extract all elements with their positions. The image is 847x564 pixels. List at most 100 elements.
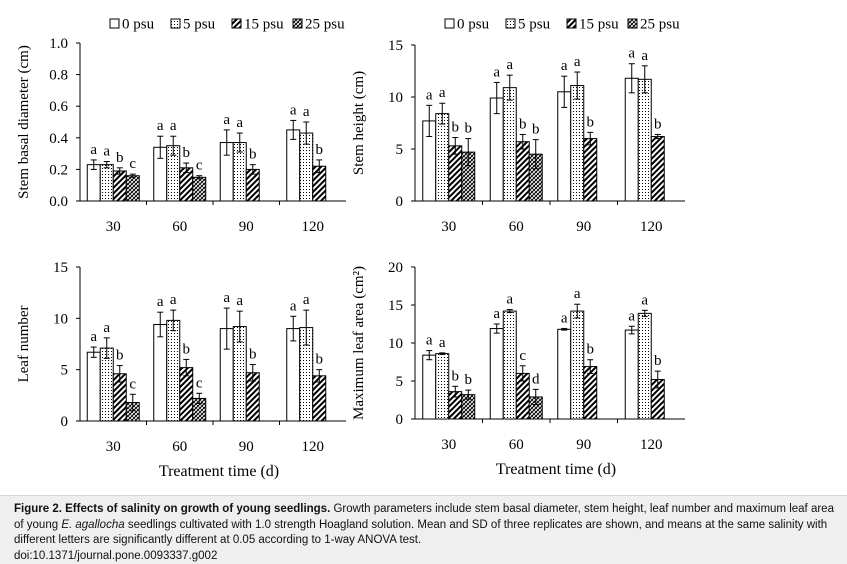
significance-letter: a <box>236 293 243 309</box>
y-tick-label: 5 <box>61 363 69 379</box>
significance-letter: d <box>532 371 540 387</box>
y-tick-label: 5 <box>396 374 404 390</box>
y-tick-label: 10 <box>388 90 403 106</box>
y-axis-title: Maximum leaf area (cm²) <box>351 266 367 420</box>
bar-0-psu-120 <box>625 78 638 201</box>
significance-letter: c <box>519 348 526 364</box>
x-tick-label: 120 <box>640 437 663 453</box>
bar-25-psu-30 <box>126 176 139 201</box>
significance-letter: b <box>465 121 473 137</box>
bar-5-psu-120 <box>638 313 651 419</box>
significance-letter: b <box>249 347 257 363</box>
bar-5-psu-30 <box>436 114 449 201</box>
legend-swatch <box>445 19 454 28</box>
significance-letter: a <box>290 298 297 314</box>
y-tick-label: 0.8 <box>49 68 68 84</box>
y-axis-title: Stem height (cm) <box>351 71 367 175</box>
significance-letter: b <box>183 341 191 357</box>
caption-title: Figure 2. Effects of salinity on growth … <box>14 503 330 515</box>
significance-letter: a <box>170 292 177 308</box>
x-tick-label: 60 <box>509 437 524 453</box>
significance-letter: a <box>493 306 500 322</box>
significance-letter: b <box>654 353 662 369</box>
significance-letter: b <box>116 150 124 166</box>
bar-15-psu-60 <box>516 142 529 201</box>
bar-15-psu-120 <box>651 137 664 201</box>
legend-swatch <box>293 19 302 28</box>
y-tick-label: 0 <box>396 412 404 428</box>
x-tick-label: 30 <box>106 439 121 455</box>
legend-swatch <box>171 19 180 28</box>
y-tick-label: 0 <box>396 194 404 210</box>
bar-5-psu-30 <box>100 348 113 421</box>
significance-letter: a <box>641 48 648 64</box>
significance-letter: a <box>574 286 581 302</box>
x-tick-label: 60 <box>172 219 187 235</box>
x-tick-label: 60 <box>172 439 187 455</box>
legend-swatch <box>628 19 637 28</box>
legend-swatch <box>232 19 241 28</box>
significance-letter: b <box>452 368 460 384</box>
x-tick-label: 120 <box>302 219 325 235</box>
significance-letter: b <box>465 372 473 388</box>
significance-letter: b <box>316 142 324 158</box>
significance-letter: a <box>303 292 310 308</box>
bar-5-psu-90 <box>571 86 584 201</box>
bar-5-psu-120 <box>638 79 651 201</box>
x-tick-label: 30 <box>106 219 121 235</box>
significance-letter: a <box>439 85 446 101</box>
significance-letter: c <box>196 375 203 391</box>
significance-letter: a <box>303 104 310 120</box>
significance-letter: a <box>103 144 110 160</box>
significance-letter: a <box>641 292 648 308</box>
significance-letter: a <box>170 118 177 134</box>
y-axis-title: Leaf number <box>16 305 32 382</box>
legend-label: 15 psu <box>579 17 619 33</box>
significance-letter: c <box>196 158 203 174</box>
significance-letter: c <box>129 376 136 392</box>
x-tick-label: 120 <box>302 439 325 455</box>
significance-letter: a <box>157 294 164 310</box>
x-axis-title: Treatment time (d) <box>159 463 279 480</box>
legend-label: 25 psu <box>640 17 680 33</box>
bar-15-psu-120 <box>313 376 326 421</box>
legend-label: 5 psu <box>183 17 216 33</box>
significance-letter: a <box>506 57 513 73</box>
significance-letter: b <box>532 122 540 138</box>
x-tick-label: 90 <box>576 437 591 453</box>
caption-doi: doi:10.1371/journal.pone.0093337.g002 <box>14 549 839 564</box>
significance-letter: a <box>223 112 230 128</box>
y-tick-label: 15 <box>53 260 68 276</box>
bar-5-psu-30 <box>436 354 449 419</box>
bar-0-psu-120 <box>287 130 300 201</box>
significance-letter: a <box>103 320 110 336</box>
significance-letter: b <box>587 342 595 358</box>
bar-5-psu-30 <box>100 165 113 201</box>
significance-letter: a <box>426 333 433 349</box>
x-tick-label: 90 <box>576 219 591 235</box>
y-tick-label: 20 <box>388 260 403 276</box>
legend-swatch <box>506 19 515 28</box>
legend-label: 0 psu <box>457 17 490 33</box>
significance-letter: c <box>129 156 136 172</box>
significance-letter: b <box>519 116 527 132</box>
x-tick-label: 30 <box>441 219 456 235</box>
y-tick-label: 0.0 <box>49 194 68 210</box>
significance-letter: a <box>236 115 243 131</box>
significance-letter: b <box>452 120 460 136</box>
figure-caption: Figure 2. Effects of salinity on growth … <box>0 495 847 564</box>
bar-5-psu-90 <box>571 311 584 419</box>
x-tick-label: 60 <box>509 219 524 235</box>
legend-swatch <box>110 19 119 28</box>
significance-letter: a <box>561 58 568 74</box>
significance-letter: a <box>90 142 97 158</box>
significance-letter: a <box>628 46 635 62</box>
bar-0-psu-30 <box>87 352 100 421</box>
x-tick-label: 90 <box>239 219 254 235</box>
caption-body-2: seedlings cultivated with 1.0 strength H… <box>14 519 827 547</box>
significance-letter: a <box>290 102 297 118</box>
